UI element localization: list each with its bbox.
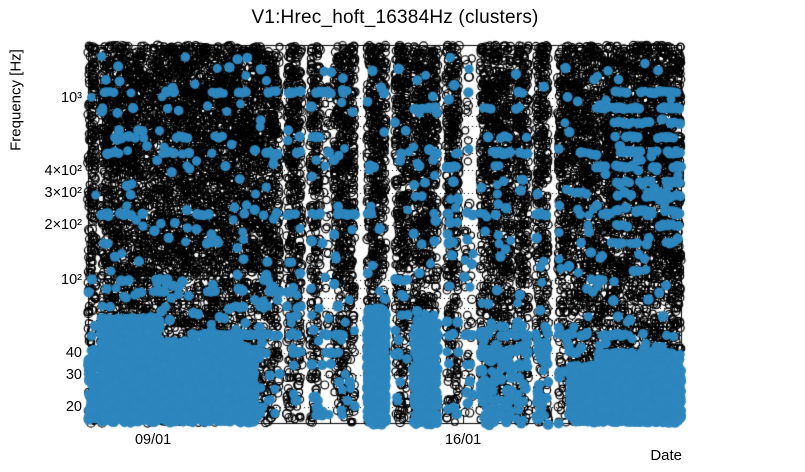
y-tick-label: 10² bbox=[61, 272, 82, 289]
x-tick-label: 16/01 bbox=[444, 432, 482, 448]
y-tick-label: 3×10² bbox=[44, 185, 83, 202]
y-tick-label: 2×10² bbox=[44, 217, 83, 234]
y-tick-label: 40 bbox=[65, 344, 82, 361]
chart-title: V1:Hrec_hoft_16384Hz (clusters) bbox=[251, 7, 539, 28]
y-tick-label: 20 bbox=[65, 399, 82, 416]
y-axis-title: Frequency [Hz] bbox=[7, 49, 25, 151]
x-axis-title: Date bbox=[650, 447, 682, 464]
x-tick-label: 09/01 bbox=[134, 432, 172, 448]
y-tick-label: 4×10² bbox=[44, 162, 83, 179]
y-tick-label: 10³ bbox=[61, 90, 82, 106]
y-tick-label: 30 bbox=[65, 367, 82, 384]
